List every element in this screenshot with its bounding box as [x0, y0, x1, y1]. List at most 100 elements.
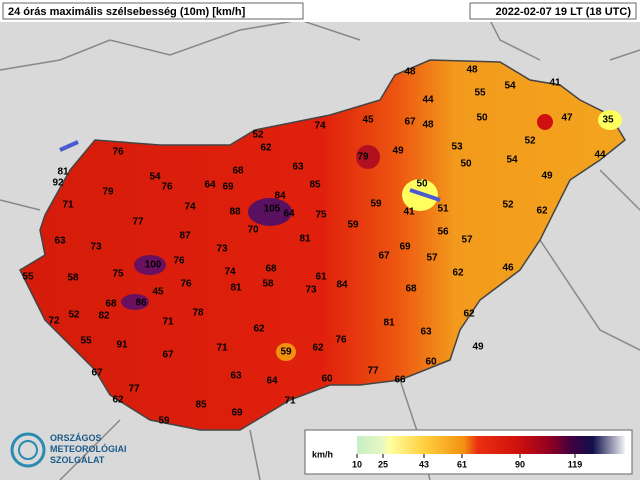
- station-value: 88: [229, 207, 241, 218]
- station-value: 57: [461, 235, 473, 246]
- station-value: 58: [67, 273, 79, 284]
- station-value: 81: [57, 167, 69, 178]
- logo-line: SZOLGÁLAT: [50, 455, 105, 465]
- station-value: 60: [321, 374, 333, 385]
- station-value: 69: [399, 242, 411, 253]
- station-value: 49: [392, 146, 404, 157]
- legend-unit: km/h: [312, 449, 333, 459]
- station-value: 85: [309, 180, 321, 191]
- station-value: 92: [52, 178, 64, 189]
- station-value: 77: [367, 366, 379, 377]
- station-value: 62: [312, 343, 324, 354]
- station-value: 62: [253, 324, 265, 335]
- logo-line: ORSZÁGOS: [50, 433, 102, 443]
- station-value: 105: [264, 204, 281, 215]
- station-value: 64: [204, 180, 216, 191]
- station-value: 66: [394, 375, 406, 386]
- station-value: 50: [416, 179, 428, 190]
- station-value: 76: [112, 147, 124, 158]
- station-value: 73: [90, 242, 102, 253]
- station-value: 61: [315, 272, 327, 283]
- station-value: 60: [425, 357, 437, 368]
- station-value: 81: [230, 283, 242, 294]
- station-value: 91: [116, 340, 128, 351]
- station-value: 81: [299, 234, 311, 245]
- station-value: 45: [362, 115, 374, 126]
- station-value: 58: [262, 279, 274, 290]
- station-value: 52: [68, 310, 80, 321]
- station-value: 86: [135, 298, 147, 309]
- station-value: 67: [162, 350, 174, 361]
- station-value: 62: [536, 206, 548, 217]
- station-value: 48: [404, 67, 416, 78]
- timestamp-box: [469, 2, 637, 20]
- station-value: 71: [284, 396, 296, 407]
- station-value: 68: [105, 299, 117, 310]
- station-value: 76: [161, 182, 173, 193]
- station-value: 57: [426, 253, 438, 264]
- station-value: 77: [128, 384, 140, 395]
- station-value: 52: [524, 136, 536, 147]
- station-value: 62: [463, 309, 475, 320]
- station-value: 44: [594, 150, 606, 161]
- station-value: 74: [314, 121, 326, 132]
- station-value: 67: [378, 251, 390, 262]
- hungary: [19, 59, 626, 431]
- station-value: 76: [335, 335, 347, 346]
- station-value: 48: [422, 120, 434, 131]
- legend-ticks: 10 25 43 61 90 119: [352, 454, 582, 469]
- station-value: 59: [280, 347, 292, 358]
- station-value: 74: [224, 267, 236, 278]
- station-value: 59: [347, 220, 359, 231]
- station-value: 69: [231, 408, 243, 419]
- station-value: 52: [252, 130, 264, 141]
- logo: ORSZÁGOS METEOROLÓGIAI SZOLGÁLAT: [10, 432, 127, 468]
- station-value: 68: [405, 284, 417, 295]
- station-value: 71: [62, 200, 74, 211]
- title-box: [2, 2, 304, 20]
- station-value: 51: [437, 204, 449, 215]
- station-value: 59: [370, 199, 382, 210]
- station-value: 63: [54, 236, 66, 247]
- station-value: 77: [132, 217, 144, 228]
- station-value: 56: [437, 227, 449, 238]
- station-value: 50: [460, 159, 472, 170]
- station-value: 54: [506, 155, 518, 166]
- station-value: 55: [80, 336, 92, 347]
- station-value: 59: [158, 416, 170, 427]
- legend-tick-label: 43: [419, 459, 429, 469]
- station-value: 74: [184, 202, 196, 213]
- station-value: 62: [260, 143, 272, 154]
- station-value: 49: [541, 171, 553, 182]
- station-value: 69: [222, 182, 234, 193]
- station-value: 67: [404, 117, 416, 128]
- legend-tick-label: 25: [378, 459, 388, 469]
- station-value: 73: [216, 244, 228, 255]
- legend-tick-label: 10: [352, 459, 362, 469]
- station-value: 52: [502, 200, 514, 211]
- stations: 48 48 44 55 54 41 67 48 50 47 35 45 74 52 62 79 49 53 52 44…: [22, 65, 614, 427]
- station-value: 84: [274, 191, 286, 202]
- station-value: 45: [152, 287, 164, 298]
- legend-tick-label: 119: [568, 459, 583, 469]
- title: 24 órás maximális szélsebesség (10m) [km…: [8, 6, 246, 18]
- station-value: 67: [91, 368, 103, 379]
- station-value: 84: [336, 280, 348, 291]
- station-value: 75: [315, 210, 327, 221]
- station-value: 79: [357, 152, 369, 163]
- station-value: 46: [502, 263, 514, 274]
- station-value: 35: [602, 115, 614, 126]
- station-value: 73: [305, 285, 317, 296]
- station-value: 41: [403, 207, 415, 218]
- station-value: 64: [266, 376, 278, 387]
- station-value: 82: [98, 311, 110, 322]
- station-value: 68: [232, 166, 244, 177]
- legend-tick-label: 90: [515, 459, 525, 469]
- station-value: 48: [466, 65, 478, 76]
- station-value: 55: [474, 88, 486, 99]
- lakes: [59, 140, 441, 202]
- station-value: 76: [180, 279, 192, 290]
- station-value: 64: [283, 209, 295, 220]
- station-value: 78: [192, 308, 204, 319]
